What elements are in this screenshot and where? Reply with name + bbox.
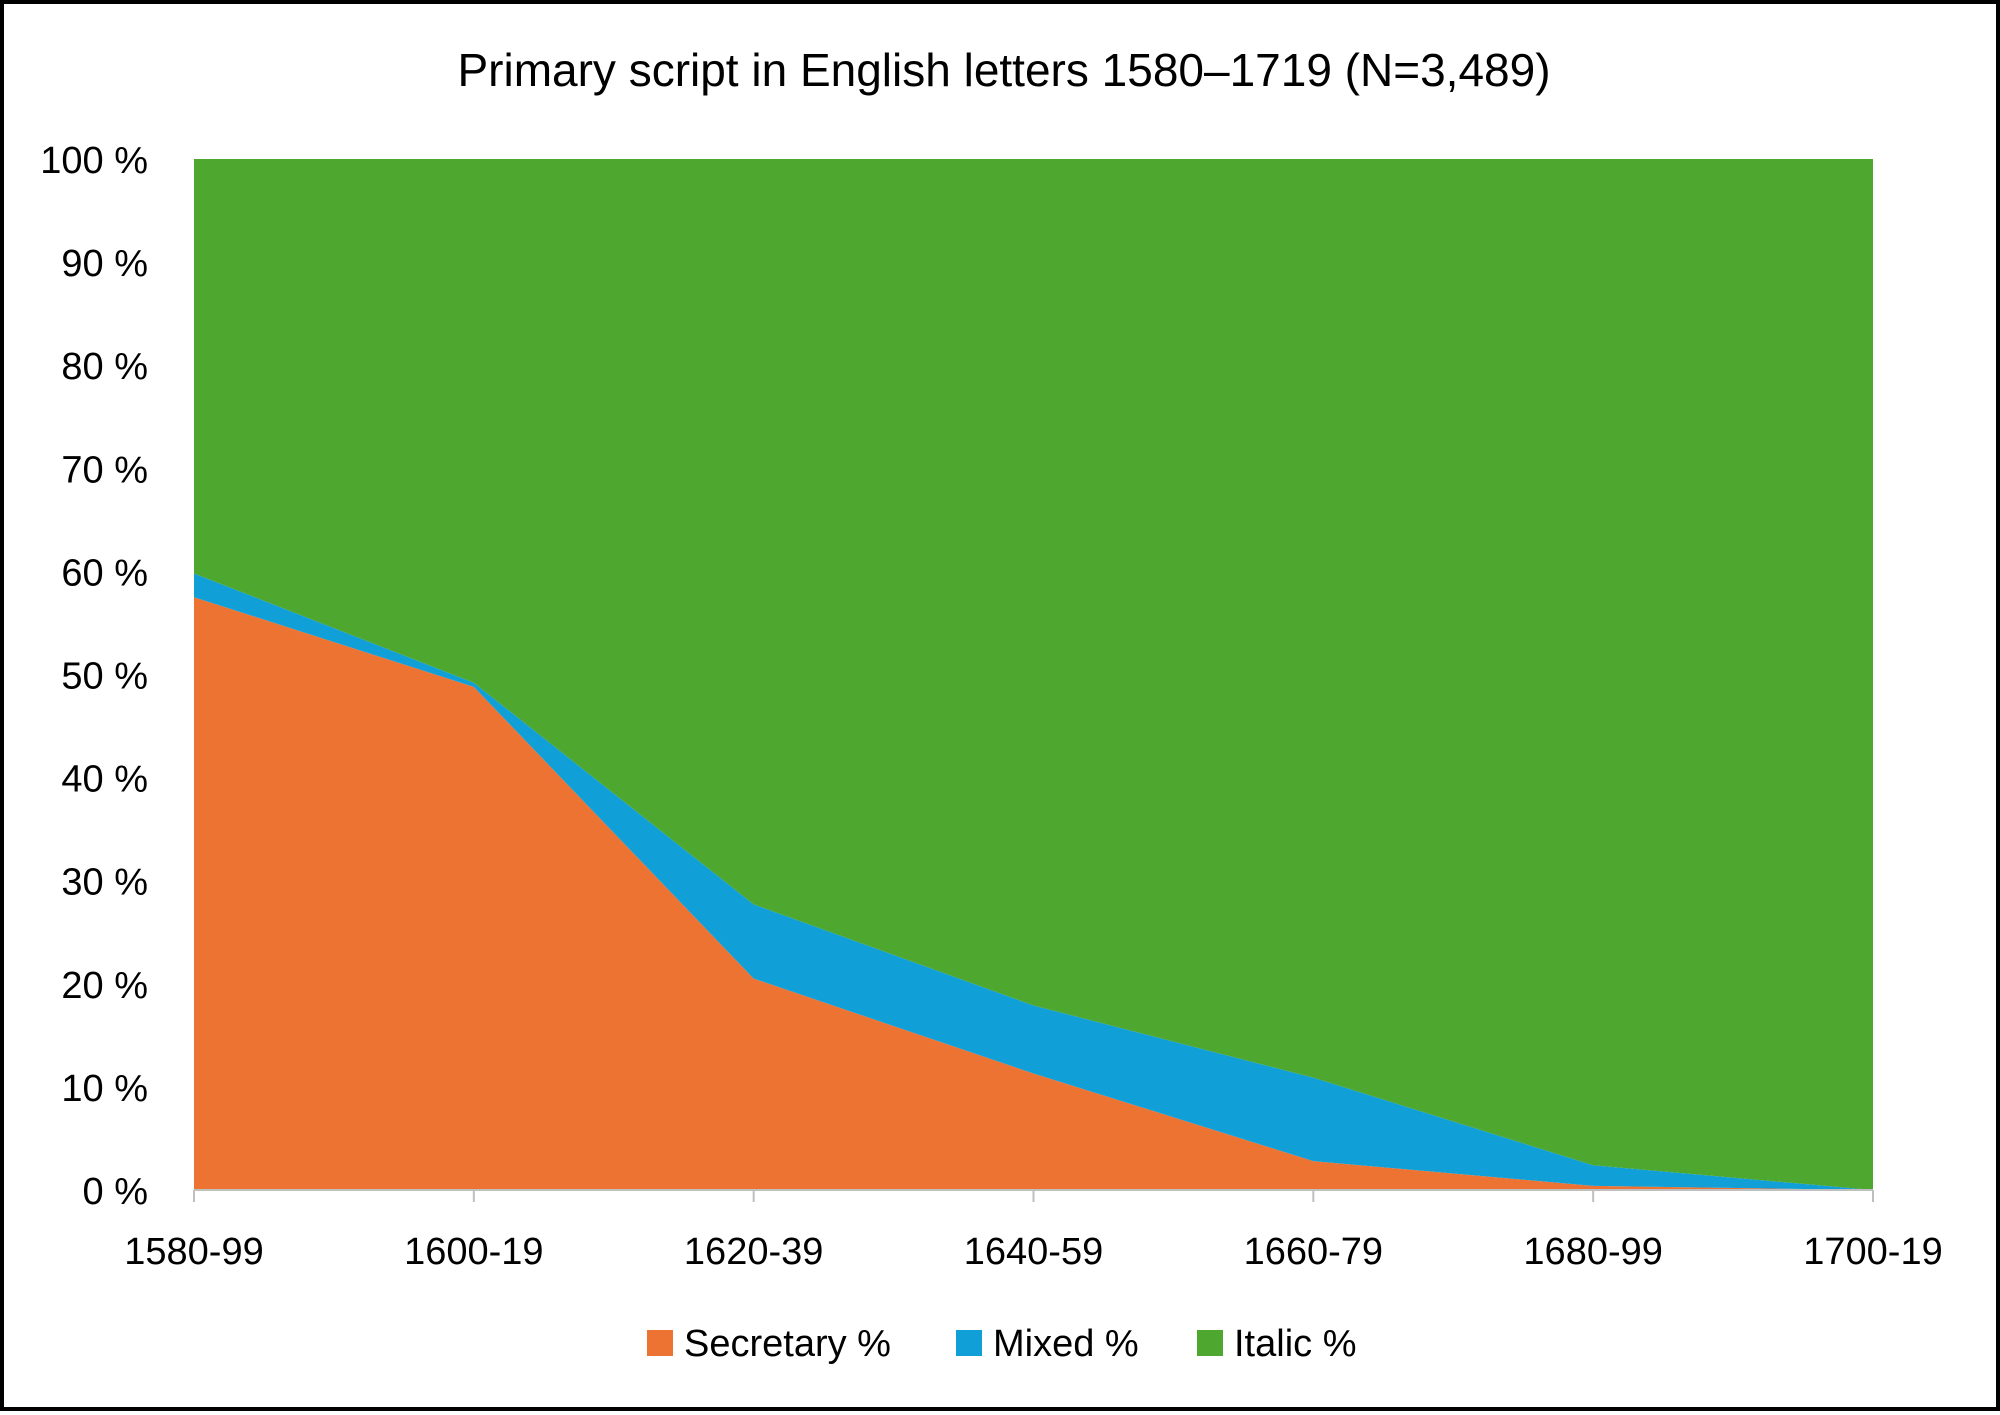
x-tick-label: 1640-59 [964,1231,1103,1273]
area-italic [194,159,1873,1190]
stacked-area-chart: Primary script in English letters 1580–1… [40,44,1943,1365]
area-secretary [194,597,1873,1190]
y-tick-label: 100 % [40,140,148,182]
y-tick-label: 80 % [61,346,148,388]
x-tick-label: 1680-99 [1523,1231,1662,1273]
x-tick-label: 1620-39 [684,1231,823,1273]
legend-label: Secretary % [684,1323,891,1365]
plot-areas [194,159,1873,1190]
legend-swatch [647,1330,673,1356]
x-axis: 1580-99 1600-19 1620-39 1640-59 1660-79 1680-… [124,1189,1943,1273]
legend-swatch [956,1330,982,1356]
legend-swatch [1197,1330,1223,1356]
y-tick-label: 20 % [61,965,148,1007]
y-tick-label: 10 % [61,1068,148,1110]
y-tick-label: 90 % [61,243,148,285]
legend: Secretary % Mixed % Italic % [647,1323,1356,1365]
y-tick-label: 50 % [61,656,148,698]
y-tick-label: 40 % [61,759,148,801]
x-tick-label: 1580-99 [124,1231,263,1273]
y-tick-label: 30 % [61,862,148,904]
chart-title: Primary script in English letters 1580–1… [457,44,1550,96]
x-tick-label: 1660-79 [1244,1231,1383,1273]
y-tick-label: 60 % [61,552,148,594]
legend-label: Italic % [1234,1323,1356,1365]
legend-label: Mixed % [993,1323,1139,1365]
y-tick-label: 0 % [83,1171,148,1213]
y-tick-label: 70 % [61,449,148,491]
x-tick-label: 1700-19 [1803,1231,1942,1273]
area-mixed [194,573,1873,1190]
y-axis: 0 % 10 % 20 % 30 % 40 % 50 % 60 % 70 % 80 % 90 % 1… [40,140,148,1213]
x-tick-label: 1600-19 [404,1231,543,1273]
